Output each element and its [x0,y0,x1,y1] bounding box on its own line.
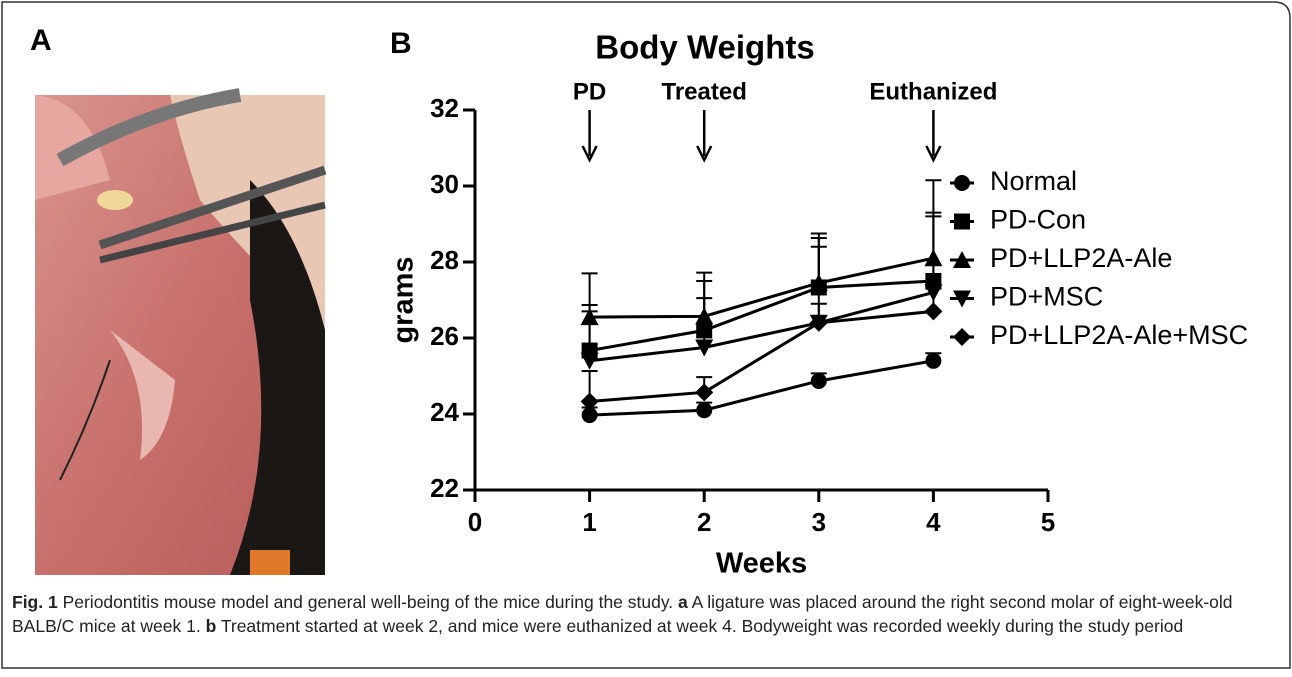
legend-marker [953,290,971,308]
caption-label: b [205,616,217,636]
x-tick-label: 1 [582,507,596,537]
y-tick-label: 22 [430,473,459,503]
legend-marker [954,175,970,191]
x-tick-label: 5 [1041,507,1055,537]
annotation: Treated [662,78,747,105]
data-point [924,302,943,321]
y-axis-label: grams [388,256,420,343]
x-tick-label: 0 [468,507,482,537]
y-tick-label: 30 [430,169,459,199]
legend-label: PD-Con [990,205,1086,235]
annotation: Euthanized [869,78,997,105]
legend-marker [954,213,970,230]
legend-marker [953,328,971,346]
legend-label: PD+LLP2A-Ale+MSC [990,320,1248,350]
chart-title: Body Weights [595,29,814,66]
data-point [580,392,599,411]
data-point [581,407,598,424]
caption-text: Treatment started at week 2, and mice we… [220,616,1184,636]
series-line [589,256,934,319]
y-tick-label: 26 [430,321,459,351]
data-point [580,352,599,370]
caption-label: a [678,592,688,612]
x-axis-label: Weeks [716,548,807,580]
y-tick-label: 28 [430,245,459,275]
series-line [589,359,934,417]
caption: Fig. 1 Periodontitis mouse model and gen… [12,590,1274,638]
legend-label: PD+MSC [990,282,1103,312]
annotation: PD [573,78,606,105]
x-tick-label: 2 [697,507,711,537]
legend-marker [953,251,971,268]
data-point [695,383,714,402]
caption-text: A ligature was placed around the right s… [12,592,1233,636]
data-point [925,352,942,369]
series-line [589,279,934,353]
legend-label: Normal [990,166,1077,196]
y-tick-label: 32 [430,93,459,123]
y-tick-label: 24 [430,397,459,427]
data-point [696,402,713,419]
series-line [589,309,934,403]
photo [35,88,327,575]
data-point [695,339,714,357]
legend-label: PD+LLP2A-Ale [990,243,1172,273]
caption-label: Fig. 1 [12,592,58,612]
annotation-arrowhead [925,145,942,163]
x-tick-label: 4 [926,507,941,537]
caption-text: Periodontitis mouse model and general we… [62,592,674,612]
series-line [589,290,934,363]
annotation-arrowhead [581,145,598,163]
panel-label: A [30,24,52,57]
data-point [810,372,827,389]
x-tick-label: 3 [812,507,826,537]
data-point [809,313,828,332]
panel-label: B [390,27,412,60]
annotation-arrowhead [696,145,713,163]
